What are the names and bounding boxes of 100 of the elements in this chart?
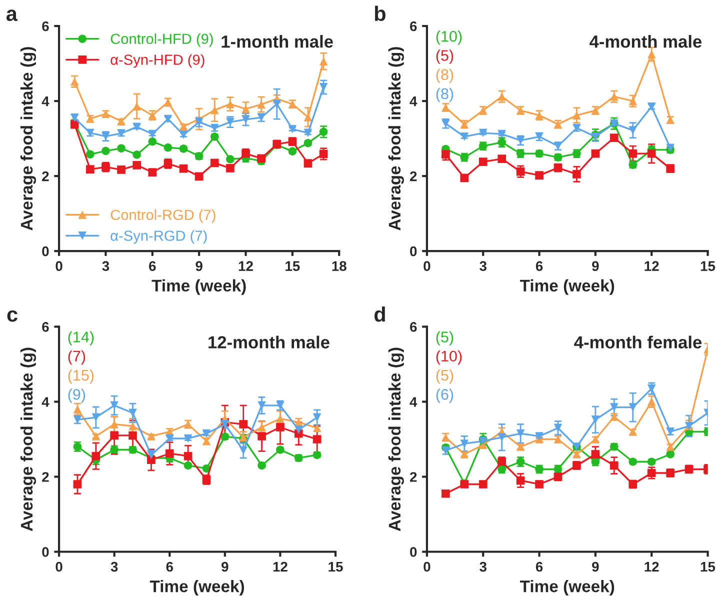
x-axis-title: Time (week) xyxy=(520,279,614,295)
annotation: (10) xyxy=(436,30,462,45)
y-tick-label: 0 xyxy=(42,547,49,557)
point xyxy=(591,149,600,158)
point xyxy=(647,149,656,158)
annotation: (9) xyxy=(68,388,86,403)
point xyxy=(572,170,581,178)
x-tick-label: 6 xyxy=(536,261,543,271)
point xyxy=(73,405,82,414)
point xyxy=(478,480,488,488)
point xyxy=(128,431,137,440)
annotation: (8) xyxy=(436,88,454,102)
point xyxy=(226,100,234,108)
legend-label: α-Syn-HFD (9) xyxy=(110,54,204,68)
x-tick-label: 0 xyxy=(424,562,430,572)
point xyxy=(210,106,219,114)
y-axis-title: Average food intake (g) xyxy=(388,47,404,230)
point xyxy=(226,164,234,172)
point xyxy=(86,165,94,174)
y-axis-title: Average food intake (g) xyxy=(20,47,36,230)
point xyxy=(478,158,488,166)
chart-title: 1-month male xyxy=(222,35,333,48)
y-tick-label: 6 xyxy=(410,21,417,32)
y-tick-label: 0 xyxy=(410,246,417,256)
y-tick-label: 6 xyxy=(42,21,49,32)
x-tick-label: 9 xyxy=(196,261,202,271)
point xyxy=(516,429,525,438)
point xyxy=(666,450,674,458)
point xyxy=(128,408,137,418)
point xyxy=(147,450,156,460)
point xyxy=(516,476,525,485)
point xyxy=(110,431,119,440)
point xyxy=(148,168,157,176)
point xyxy=(239,420,248,428)
chart-title: 4-month female xyxy=(574,336,702,348)
point xyxy=(110,401,119,410)
annotation: (5) xyxy=(436,50,454,64)
point xyxy=(272,100,282,108)
annotation: (6) xyxy=(436,388,454,403)
point xyxy=(184,452,192,460)
point xyxy=(591,416,600,424)
point xyxy=(572,111,581,120)
point xyxy=(210,158,219,168)
point xyxy=(73,480,82,488)
annotation: (8) xyxy=(436,68,454,84)
point xyxy=(257,154,266,163)
point xyxy=(498,130,506,138)
point xyxy=(202,429,211,438)
y-tick-label: 4 xyxy=(410,96,418,106)
x-tick-label: 3 xyxy=(110,562,118,572)
text: d xyxy=(374,306,385,322)
point xyxy=(498,92,506,101)
x-tick-label: 6 xyxy=(149,261,156,271)
point xyxy=(258,423,266,432)
point xyxy=(70,77,79,86)
x-tick-label: 0 xyxy=(56,261,62,271)
point xyxy=(460,174,469,182)
x-tick-label: 9 xyxy=(592,562,599,572)
legend-label: α-Syn-RGD (7) xyxy=(110,230,207,244)
point xyxy=(610,92,618,101)
point xyxy=(288,147,297,156)
point xyxy=(647,458,656,466)
point xyxy=(319,82,328,92)
y-axis-title: Average food intake (g) xyxy=(20,348,36,532)
x-tick-label: 15 xyxy=(700,562,716,572)
point xyxy=(102,146,110,156)
point xyxy=(148,137,157,146)
chart-title: 4-month male xyxy=(590,35,702,48)
point xyxy=(92,452,100,460)
x-tick-label: 6 xyxy=(166,562,173,572)
point xyxy=(110,420,119,428)
point xyxy=(164,143,172,152)
point xyxy=(242,149,250,158)
x-tick-label: 9 xyxy=(592,261,599,271)
point xyxy=(304,138,312,148)
annotation: (5) xyxy=(436,331,454,346)
y-tick-label: 2 xyxy=(42,472,49,482)
y-tick-label: 2 xyxy=(410,472,417,482)
point xyxy=(498,154,506,163)
point xyxy=(117,166,126,174)
point xyxy=(276,401,284,410)
x-axis-title: Time (week) xyxy=(150,580,244,596)
point xyxy=(628,96,638,106)
point xyxy=(304,159,312,168)
point xyxy=(184,461,192,470)
annotation: (10) xyxy=(436,350,462,365)
y-tick-label: 6 xyxy=(410,322,417,332)
point xyxy=(319,128,328,136)
annotation: (14) xyxy=(68,331,94,346)
point xyxy=(304,113,312,122)
point xyxy=(194,172,204,181)
point xyxy=(304,128,312,138)
point xyxy=(442,489,450,498)
x-axis-title: Time (week) xyxy=(520,580,614,596)
y-tick-label: 4 xyxy=(410,397,418,407)
legend-label: Control-HFD (9) xyxy=(110,33,213,47)
text: c xyxy=(7,310,18,322)
y-tick-label: 2 xyxy=(410,171,417,182)
point xyxy=(128,422,137,430)
point xyxy=(312,435,322,444)
